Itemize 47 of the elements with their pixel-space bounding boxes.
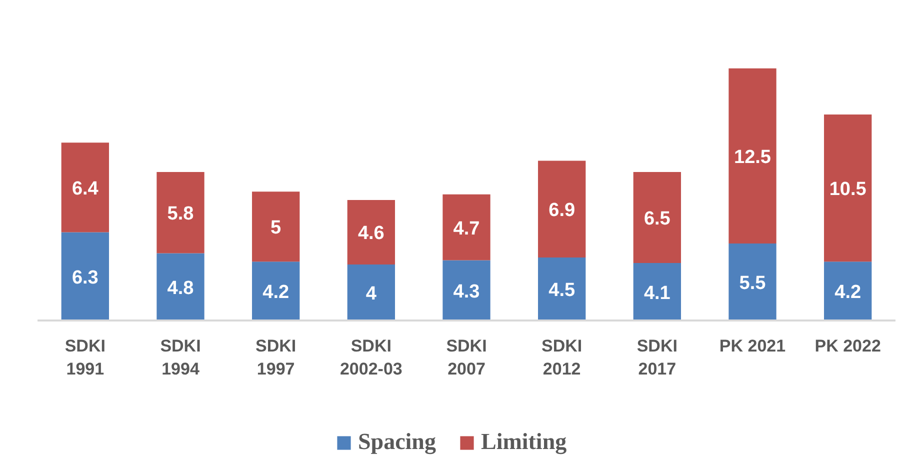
data-label: 6.3: [72, 267, 98, 288]
bar: [156, 172, 204, 254]
x-tick-label: SDKI 1991: [64, 336, 106, 378]
x-tick-label: SDKI 2017: [636, 336, 678, 378]
legend-label: Spacing: [358, 429, 436, 455]
data-label: 4: [366, 283, 377, 304]
bar: [61, 142, 109, 232]
x-tick-label: SDKI 2012: [542, 336, 582, 378]
x-tick-label: SDKI 2002-03: [340, 336, 402, 378]
bar: [252, 192, 300, 262]
data-label: 4.3: [453, 281, 480, 302]
x-tick-label: SDKI 1994: [160, 336, 201, 378]
data-label: 6.9: [548, 200, 576, 222]
data-label: 4.1: [644, 282, 671, 304]
x-tick-label: SDKI 2007: [446, 336, 487, 378]
bar: [538, 257, 586, 320]
bar: [156, 253, 204, 320]
legend-label: Limiting: [480, 429, 567, 455]
data-label: 4.7: [453, 218, 480, 240]
data-label: 4.6: [358, 223, 384, 244]
bar: [442, 260, 490, 320]
bar: [728, 243, 776, 320]
data-label: 4.8: [167, 278, 194, 299]
data-label: 10.5: [829, 179, 867, 200]
data-label: 5.5: [739, 272, 766, 294]
bar: [633, 172, 681, 264]
bar: [633, 263, 681, 320]
x-tick-label: PK 2022: [814, 336, 881, 356]
x-tick-label: PK 2021: [719, 336, 786, 356]
data-label: 6.4: [72, 178, 99, 200]
bar: [252, 262, 300, 320]
data-label: 5: [270, 218, 282, 239]
bar: [824, 262, 872, 320]
data-label: 4.2: [834, 282, 862, 304]
x-tick-label: SDKI 1997: [256, 336, 296, 378]
data-label: 6.5: [644, 208, 671, 230]
bar: [347, 200, 395, 264]
data-label: 12.5: [734, 146, 772, 168]
bar: [347, 264, 395, 320]
data-label: 4.5: [548, 280, 576, 301]
bar: [824, 114, 872, 262]
data-label: 4.2: [262, 282, 290, 304]
data-label: 5.8: [167, 204, 194, 225]
bar: [728, 68, 776, 244]
bar: [61, 232, 109, 320]
bar: [442, 194, 490, 260]
bar: [538, 160, 586, 258]
